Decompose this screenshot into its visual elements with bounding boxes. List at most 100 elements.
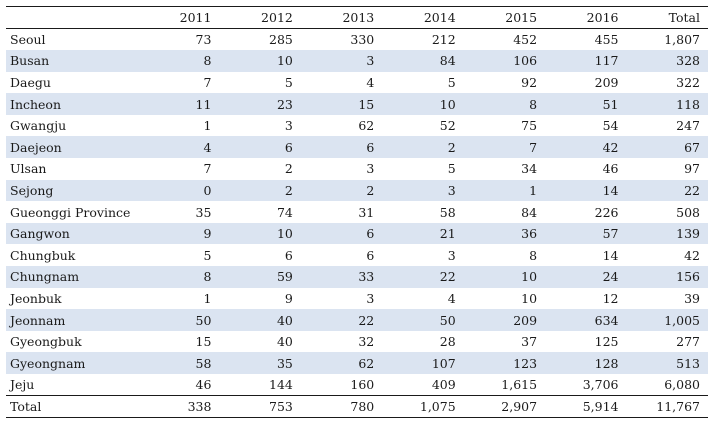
value-cell: 226 (594, 204, 619, 220)
value-cell: 39 (684, 290, 700, 306)
table-row: Jeonbuk 1 9 3 4 10 12 39 (6, 288, 708, 310)
value-cell: 322 (676, 74, 700, 90)
value-cell: 36 (521, 226, 538, 242)
value-cell: 6 (366, 247, 375, 263)
value-cell: 28 (439, 334, 456, 350)
value-cell: 6,080 (664, 377, 700, 393)
region-cell: Gyeongnam (10, 355, 86, 371)
value-cell: 209 (513, 312, 538, 328)
value-cell: 1,615 (501, 377, 538, 393)
value-cell: 22 (684, 182, 700, 198)
value-cell: 6 (366, 226, 375, 242)
value-cell: 1 (529, 182, 538, 198)
value-cell: 209 (594, 74, 619, 90)
value-cell: 1 (203, 290, 212, 306)
region-cell: Total (6, 395, 139, 418)
value-cell: 22 (439, 269, 456, 285)
value-cell: 15 (358, 96, 375, 112)
table-row: Gangwon 9 10 6 21 36 57 139 (6, 222, 708, 245)
region-cell: Jeonnam (10, 312, 66, 328)
value-cell: 2 (366, 182, 375, 198)
value-cell: 3 (366, 53, 375, 69)
value-cell: 51 (602, 96, 619, 112)
value-cell: 62 (358, 355, 375, 371)
value-cell: 54 (602, 118, 619, 134)
value-cell: 35 (276, 355, 293, 371)
value-cell: 139 (676, 226, 700, 242)
value-cell: 11 (195, 96, 212, 112)
region-cell: Gwangju (10, 118, 67, 134)
value-cell: 107 (431, 355, 456, 371)
table-row: Sejong 0 2 2 3 1 14 22 (6, 179, 708, 202)
value-cell: 4 (203, 139, 212, 155)
value-cell: 4 (366, 74, 375, 90)
value-cell: 7 (203, 74, 212, 90)
value-cell: 247 (676, 118, 700, 134)
region-cell: Incheon (10, 96, 62, 112)
value-cell: 14 (602, 182, 619, 198)
value-cell: 5 (447, 74, 456, 90)
value-cell: 277 (676, 334, 700, 350)
region-year-table: 2011 2012 2013 2014 2015 2016 Total Seou… (6, 6, 708, 418)
value-cell: 8 (529, 96, 538, 112)
value-cell: 634 (594, 312, 619, 328)
value-cell: 10 (276, 226, 293, 242)
value-cell: 128 (594, 355, 619, 371)
value-cell: 3 (366, 161, 375, 177)
header-cell-2016: 2016 (545, 6, 627, 29)
region-cell: Ulsan (10, 161, 47, 177)
value-cell: 15 (195, 334, 212, 350)
value-cell: 513 (676, 355, 700, 371)
value-cell: 2 (447, 139, 456, 155)
value-cell: 34 (521, 161, 538, 177)
value-cell: 1,005 (664, 312, 700, 328)
value-cell: 780 (300, 395, 383, 418)
value-cell: 118 (676, 96, 700, 112)
value-cell: 508 (676, 204, 700, 220)
value-cell: 35 (195, 204, 212, 220)
value-cell: 12 (602, 290, 619, 306)
header-cell-region (6, 6, 139, 29)
table-row: Chungnam 8 59 33 22 10 24 156 (6, 266, 708, 288)
region-cell: Jeonbuk (10, 290, 62, 306)
value-cell: 2 (284, 161, 293, 177)
value-cell: 212 (431, 32, 456, 48)
table-body: Seoul 73 285 330 212 452 455 1,807 Busan 8 10 3 84 10… (6, 29, 708, 418)
value-cell: 10 (521, 290, 538, 306)
table-row: Busan 8 10 3 84 106 117 328 (6, 50, 708, 72)
region-cell: Seoul (10, 32, 46, 48)
value-cell: 5 (203, 247, 212, 263)
value-cell: 42 (602, 139, 619, 155)
value-cell: 4 (447, 290, 456, 306)
value-cell: 409 (431, 377, 456, 393)
value-cell: 2,907 (463, 395, 546, 418)
value-cell: 14 (602, 247, 619, 263)
value-cell: 285 (269, 32, 293, 48)
header-cell-2013: 2013 (300, 6, 383, 29)
region-cell: Chungbuk (10, 247, 76, 263)
header-row: 2011 2012 2013 2014 2015 2016 Total (6, 6, 708, 29)
value-cell: 11,767 (626, 395, 708, 418)
table-row: Gueonggi Province 35 74 31 58 84 226 508 (6, 201, 708, 223)
table-row: Gyeongnam 58 35 62 107 123 128 513 (6, 352, 708, 374)
value-cell: 21 (439, 226, 456, 242)
table-row: Chungbuk 5 6 6 3 8 14 42 (6, 244, 708, 266)
data-table-container: 2011 2012 2013 2014 2015 2016 Total Seou… (6, 6, 708, 418)
value-cell: 125 (594, 334, 619, 350)
value-cell: 10 (521, 269, 538, 285)
value-cell: 455 (594, 32, 619, 48)
value-cell: 3 (284, 118, 293, 134)
value-cell: 73 (195, 32, 212, 48)
value-cell: 160 (350, 377, 375, 393)
table-row: Gwangju 1 3 62 52 75 54 247 (6, 115, 708, 137)
table-row: Jeonnam 50 40 22 50 209 634 1,005 (6, 309, 708, 331)
value-cell: 2 (284, 182, 293, 198)
value-cell: 7 (529, 139, 538, 155)
value-cell: 74 (276, 204, 293, 220)
value-cell: 24 (602, 269, 619, 285)
value-cell: 37 (521, 334, 538, 350)
value-cell: 5 (284, 74, 293, 90)
region-cell: Sejong (10, 182, 54, 198)
value-cell: 62 (358, 118, 375, 134)
value-cell: 57 (602, 226, 619, 242)
